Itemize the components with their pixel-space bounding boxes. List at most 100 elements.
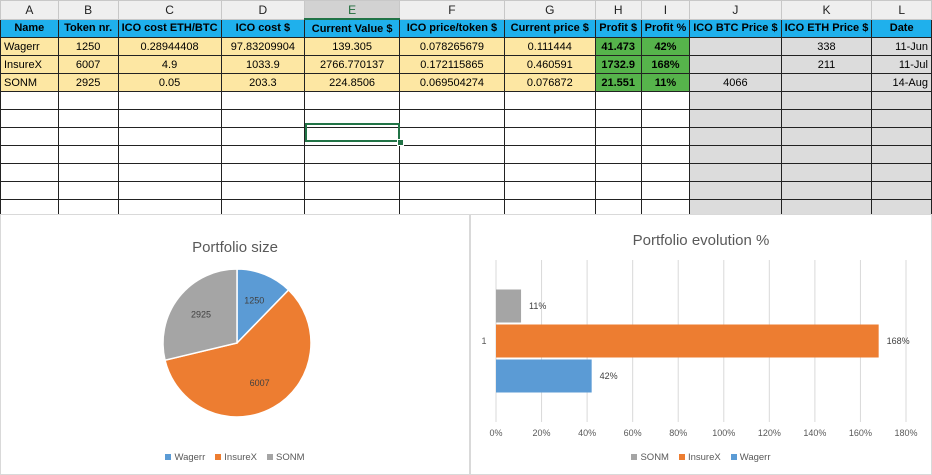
header-cell[interactable]: Name — [0, 18, 59, 38]
empty-cell[interactable] — [689, 181, 782, 200]
empty-cell[interactable] — [640, 109, 691, 128]
empty-cell[interactable] — [780, 199, 873, 218]
empty-cell[interactable] — [503, 109, 596, 128]
empty-cell[interactable] — [0, 127, 59, 146]
column-header-active[interactable]: E — [304, 0, 401, 20]
empty-cell[interactable] — [640, 199, 691, 218]
empty-cell[interactable] — [594, 163, 642, 182]
empty-cell[interactable] — [304, 91, 401, 110]
spreadsheet-grid[interactable]: A B C D E F G H I J K L Name Token nr. I… — [0, 0, 932, 218]
empty-cell[interactable] — [57, 163, 119, 182]
empty-cell[interactable] — [399, 127, 505, 146]
header-cell[interactable]: ICO ETH Price $ — [780, 18, 873, 38]
empty-cell[interactable] — [117, 91, 222, 110]
cell-ico-btc-price[interactable] — [689, 37, 782, 56]
empty-cell[interactable] — [0, 145, 59, 164]
cell-date[interactable]: 11-Jul — [871, 55, 932, 74]
empty-cell[interactable] — [220, 199, 306, 218]
column-header[interactable]: D — [220, 0, 306, 20]
column-header[interactable]: H — [594, 0, 642, 20]
header-cell[interactable]: ICO BTC Price $ — [689, 18, 782, 38]
cell-current-value[interactable]: 224.8506 — [304, 73, 401, 92]
empty-cell[interactable] — [689, 163, 782, 182]
fill-handle[interactable] — [397, 139, 404, 146]
cell-ico-eth-price[interactable] — [780, 73, 873, 92]
empty-cell[interactable] — [640, 145, 691, 164]
legend-item-insurex[interactable]: InsureX — [215, 452, 257, 463]
empty-cell[interactable] — [220, 91, 306, 110]
empty-cell[interactable] — [503, 163, 596, 182]
empty-cell[interactable] — [304, 145, 401, 164]
empty-cell[interactable] — [57, 91, 119, 110]
cell-ico-cost-eth-btc[interactable]: 4.9 — [117, 55, 222, 74]
legend-item-wagerr[interactable]: Wagerr — [165, 452, 205, 463]
cell-profit-usd[interactable]: 41.473 — [594, 37, 642, 56]
header-cell[interactable]: ICO cost $ — [220, 18, 306, 38]
cell-date[interactable]: 14-Aug — [871, 73, 932, 92]
empty-cell[interactable] — [117, 181, 222, 200]
column-header[interactable]: I — [640, 0, 691, 20]
cell-ico-eth-price[interactable]: 211 — [780, 55, 873, 74]
legend-item-sonm[interactable]: SONM — [267, 452, 305, 463]
empty-cell[interactable] — [304, 181, 401, 200]
empty-cell[interactable] — [220, 109, 306, 128]
pie-slice-insurex[interactable] — [164, 288, 312, 418]
cell-profit-usd[interactable]: 1732.9 — [594, 55, 642, 74]
empty-cell[interactable] — [689, 127, 782, 146]
bar-sonm[interactable] — [496, 289, 522, 323]
empty-cell[interactable] — [503, 91, 596, 110]
empty-cell[interactable] — [871, 127, 932, 146]
column-header[interactable]: K — [780, 0, 873, 20]
header-cell[interactable]: Profit $ — [594, 18, 642, 38]
empty-cell[interactable] — [594, 145, 642, 164]
cell-ico-cost-usd[interactable]: 97.83209904 — [220, 37, 306, 56]
header-cell[interactable]: Current Value $ — [304, 18, 401, 38]
empty-cell[interactable] — [399, 181, 505, 200]
empty-cell[interactable] — [594, 199, 642, 218]
cell-current-price[interactable]: 0.111444 — [503, 37, 596, 56]
empty-cell[interactable] — [871, 163, 932, 182]
cell-ico-price-token[interactable]: 0.069504274 — [399, 73, 505, 92]
empty-cell[interactable] — [399, 109, 505, 128]
empty-cell[interactable] — [594, 91, 642, 110]
column-header[interactable]: G — [503, 0, 596, 20]
cell-ico-eth-price[interactable]: 338 — [780, 37, 873, 56]
empty-cell[interactable] — [594, 127, 642, 146]
empty-cell[interactable] — [57, 127, 119, 146]
column-header[interactable]: C — [117, 0, 222, 20]
empty-cell[interactable] — [871, 145, 932, 164]
empty-cell[interactable] — [0, 109, 59, 128]
cell-ico-cost-usd[interactable]: 203.3 — [220, 73, 306, 92]
header-cell[interactable]: Current price $ — [503, 18, 596, 38]
header-cell[interactable]: Token nr. — [57, 18, 119, 38]
empty-cell[interactable] — [117, 109, 222, 128]
selected-cell-border[interactable] — [305, 123, 400, 142]
empty-cell[interactable] — [640, 127, 691, 146]
empty-cell[interactable] — [57, 181, 119, 200]
cell-profit-pct[interactable]: 168% — [640, 55, 691, 74]
empty-cell[interactable] — [503, 127, 596, 146]
empty-cell[interactable] — [780, 91, 873, 110]
empty-cell[interactable] — [117, 145, 222, 164]
empty-cell[interactable] — [57, 145, 119, 164]
empty-cell[interactable] — [594, 181, 642, 200]
empty-cell[interactable] — [594, 109, 642, 128]
cell-ico-price-token[interactable]: 0.078265679 — [399, 37, 505, 56]
cell-ico-price-token[interactable]: 0.172115865 — [399, 55, 505, 74]
empty-cell[interactable] — [399, 145, 505, 164]
empty-cell[interactable] — [304, 163, 401, 182]
empty-cell[interactable] — [871, 91, 932, 110]
empty-cell[interactable] — [117, 127, 222, 146]
empty-cell[interactable] — [399, 163, 505, 182]
cell-current-price[interactable]: 0.076872 — [503, 73, 596, 92]
empty-cell[interactable] — [689, 91, 782, 110]
pie-slice-sonm[interactable] — [162, 268, 238, 362]
bar-insurex[interactable] — [496, 324, 879, 358]
empty-cell[interactable] — [780, 163, 873, 182]
empty-cell[interactable] — [689, 145, 782, 164]
column-header[interactable]: J — [689, 0, 782, 20]
column-header[interactable]: L — [871, 0, 932, 20]
empty-cell[interactable] — [503, 181, 596, 200]
empty-cell[interactable] — [0, 199, 59, 218]
empty-cell[interactable] — [780, 127, 873, 146]
